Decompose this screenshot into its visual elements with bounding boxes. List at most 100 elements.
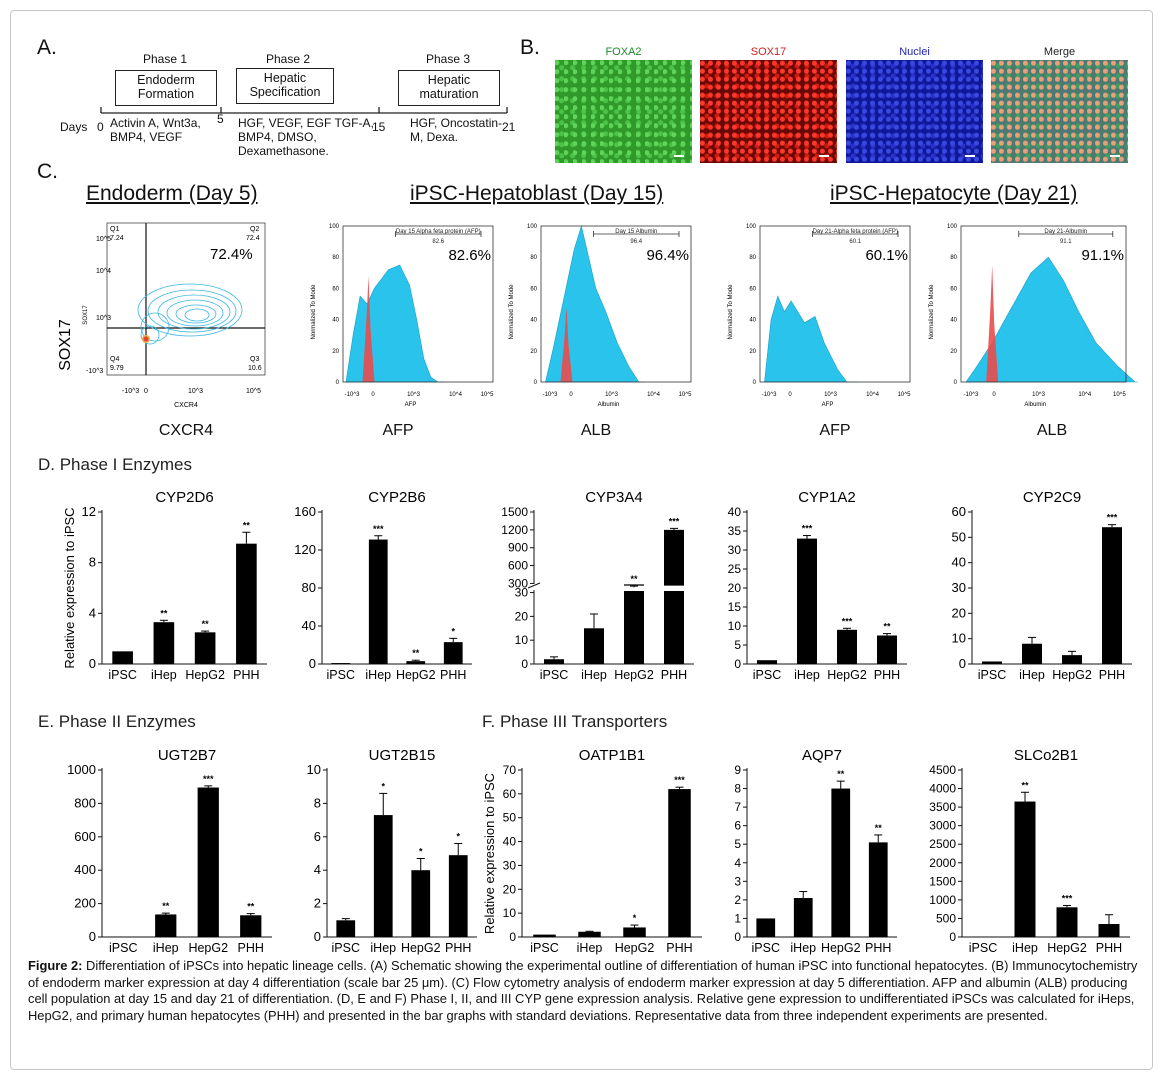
hist-xtick: 10^3 (605, 392, 618, 398)
significance-mark: ** (243, 520, 251, 530)
x-tick-label: iPSC (327, 668, 355, 682)
chart-ylabel: Relative expression to iPSC (62, 507, 77, 668)
q4-value: 9.79 (110, 365, 124, 372)
bar-HepG2 (624, 587, 644, 664)
y-tick-label: 4 (314, 862, 321, 877)
x-tick-label: HepG2 (821, 941, 861, 955)
significance-mark: ** (247, 902, 255, 912)
caption-label: Figure 2: (28, 958, 83, 973)
x-tick-label: iPSC (109, 941, 137, 955)
foxa2-image (555, 60, 692, 163)
hist-under-afp-21: AFP (819, 422, 851, 439)
significance-mark: *** (203, 774, 214, 784)
y-tick-label: 0 (734, 657, 741, 671)
significance-mark: *** (842, 616, 853, 626)
significance-mark: *** (669, 516, 680, 526)
contour-ylabel-small: SOX17 (83, 305, 89, 325)
hist-under-afp-15: AFP (382, 422, 414, 439)
x-tick-label: iPSC (752, 941, 780, 955)
q4-label: Q4 (110, 356, 119, 363)
bar-HepG2 (411, 870, 431, 937)
significance-mark: ** (630, 574, 638, 584)
chart-title: OATP1B1 (579, 747, 645, 764)
y-tick-label: 1200 (501, 523, 528, 537)
x-tick-label: iHep (1019, 668, 1045, 682)
y-tick-label: 20 (503, 882, 517, 896)
hist-percent: 91.1% (1081, 247, 1124, 264)
chart-title: CYP3A4 (585, 489, 643, 506)
y-tick-label: 300 (508, 576, 528, 590)
y-tick-label: 60 (952, 504, 966, 519)
hist-ytick: 20 (749, 349, 756, 355)
hist-xtick: 10^4 (1078, 392, 1091, 398)
significance-mark: ** (1021, 780, 1029, 790)
significance-mark: *** (674, 775, 685, 785)
x-tick-label: PHH (233, 668, 259, 682)
hist-ytick: 0 (753, 380, 757, 386)
bar-HepG2 (831, 788, 851, 937)
y-tick-label: 60 (503, 787, 517, 801)
y-tick-label: 4 (734, 856, 741, 870)
bar-break (663, 585, 685, 591)
y-tick-label: 8 (734, 782, 741, 796)
y-tick-label: 40 (302, 618, 316, 633)
y-tick-label: 25 (728, 562, 742, 576)
hist-xtick: 10^4 (449, 392, 462, 398)
bar-iPSC (756, 918, 776, 937)
bar-iHep (155, 914, 177, 937)
hist-ytick: 60 (749, 286, 756, 292)
y-tick-label: 0 (521, 657, 528, 671)
day-tick-5: 5 (217, 112, 224, 126)
hist-frame (960, 225, 1127, 383)
hist-xtick: 10^4 (866, 392, 879, 398)
y-tick-label: 30 (728, 543, 742, 557)
foxa2-label: FOXA2 (605, 46, 642, 58)
y-tick-label: 3 (734, 874, 741, 888)
y-tick-label: 0 (509, 930, 516, 944)
merge-label: Merge (1043, 46, 1076, 58)
figure-caption: Figure 2: Differentiation of iPSCs into … (28, 958, 1143, 1024)
bar-PHH (443, 642, 463, 664)
chart-ugt2b15: UGT2B15 0 2 4 6 8 10 iPSC * iHep * HepG2 * PHH (307, 747, 477, 955)
x-tick-label: PHH (661, 668, 687, 682)
hist-frame (342, 225, 494, 383)
bar-PHH (1098, 924, 1120, 937)
phase-2-factors: HGF, VEGF, EGF TGF-A, BMP4, DMSO, Dexame… (238, 116, 374, 158)
hist-ytick: 20 (950, 349, 957, 355)
hist-xtick: 10^5 (481, 392, 494, 398)
significance-mark: ** (412, 648, 420, 658)
contour-ytick-4: -10^3 (86, 368, 103, 375)
hist-xlabel: AFP (822, 402, 834, 408)
y-tick-label: 50 (952, 529, 966, 544)
x-tick-label: HepG2 (1047, 941, 1087, 955)
hist-area-sample (545, 224, 646, 383)
y-tick-label: 6 (734, 819, 741, 833)
y-tick-label: 40 (728, 505, 742, 519)
days-label: Days (60, 120, 88, 134)
axis-break (528, 584, 540, 590)
contour-ytick-1: 10^5 (96, 236, 111, 243)
significance-mark: ** (875, 823, 883, 833)
q3-value: 10.6 (248, 365, 262, 372)
y-tick-label: 0 (89, 929, 96, 944)
y-tick-label: 80 (302, 580, 316, 595)
hepatoblast-title: iPSC-Hepatoblast (Day 15) (410, 182, 664, 205)
endoderm-title: Endoderm (Day 5) (86, 182, 258, 205)
x-tick-label: iHep (1012, 941, 1038, 955)
hist-area-sample (764, 295, 858, 383)
hist-ylabel: Normalized To Mode (311, 284, 317, 340)
phase-3-title: Phase 3 (425, 52, 471, 66)
x-tick-label: PHH (666, 941, 692, 955)
x-tick-label: HepG2 (188, 941, 228, 955)
significance-mark: ** (883, 622, 891, 632)
hist-ytick: 100 (329, 224, 340, 230)
hist-ytick: 60 (950, 286, 957, 292)
y-tick-label: 1000 (67, 762, 96, 777)
histogram-alb-day21: Normalized To Mode 100 80 60 40 20 0 Day 21-Alb… (929, 224, 1138, 408)
chart-title: UGT2B15 (369, 747, 436, 764)
contour-ylabel: SOX17 (57, 319, 74, 371)
hist-ytick: 60 (530, 286, 537, 292)
hist-xtick: 0 (569, 392, 573, 398)
y-tick-label: 9 (734, 763, 741, 777)
